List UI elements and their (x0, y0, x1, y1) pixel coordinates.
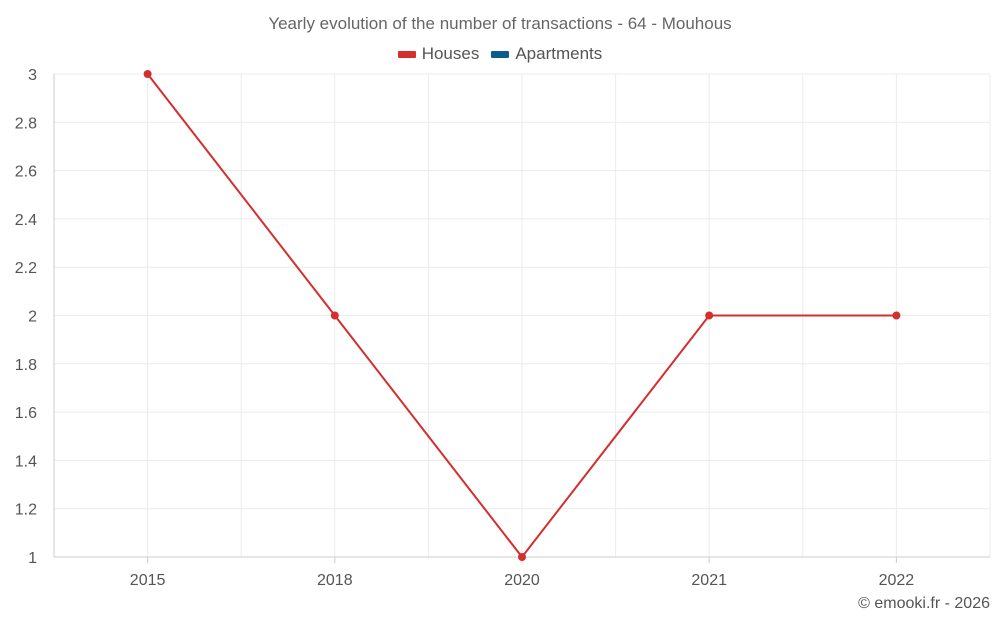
data-point-houses[interactable] (892, 311, 901, 320)
data-point-houses[interactable] (330, 311, 339, 320)
legend-label-apartments: Apartments (515, 44, 603, 63)
y-tick-label: 1.2 (15, 502, 37, 519)
legend-item-houses[interactable]: Houses (397, 44, 480, 64)
y-axis-ticks: 1 1.2 1.4 1.6 1.8 2 2.2 2.4 2.6 2.8 3 (15, 67, 37, 567)
y-tick-label: 2.2 (15, 260, 37, 277)
credit-text: © emooki.fr - 2026 (858, 595, 990, 612)
x-axis-ticks: 2015 2018 2020 2021 2022 (130, 572, 914, 589)
y-tick-label: 2.8 (15, 115, 37, 132)
series-layer (143, 70, 901, 561)
legend-label-houses: Houses (421, 44, 480, 63)
x-tick-label: 2020 (504, 572, 540, 589)
y-tick-label: 1 (28, 550, 37, 567)
legend-swatch-houses (397, 50, 416, 58)
y-tick-label: 2.6 (15, 164, 37, 181)
x-tick-label: 2015 (130, 572, 166, 589)
data-point-houses[interactable] (705, 311, 714, 320)
legend-swatch-apartments (491, 50, 510, 58)
y-tick-label: 3 (28, 67, 37, 84)
y-tick-label: 2 (28, 309, 37, 326)
y-tick-label: 1.8 (15, 357, 37, 374)
x-tick-label: 2021 (691, 572, 727, 589)
legend-item-apartments[interactable]: Apartments (491, 44, 602, 64)
data-point-houses[interactable] (518, 553, 526, 561)
y-tick-label: 1.6 (15, 405, 37, 422)
data-point-houses[interactable] (143, 70, 152, 78)
chart-title: Yearly evolution of the number of transa… (268, 14, 732, 33)
y-tick-label: 1.4 (15, 453, 37, 470)
x-tick-label: 2018 (317, 572, 353, 589)
legend: Houses Apartments (0, 44, 1000, 64)
x-tick-label: 2022 (879, 572, 915, 589)
y-tick-label: 2.4 (15, 212, 37, 229)
